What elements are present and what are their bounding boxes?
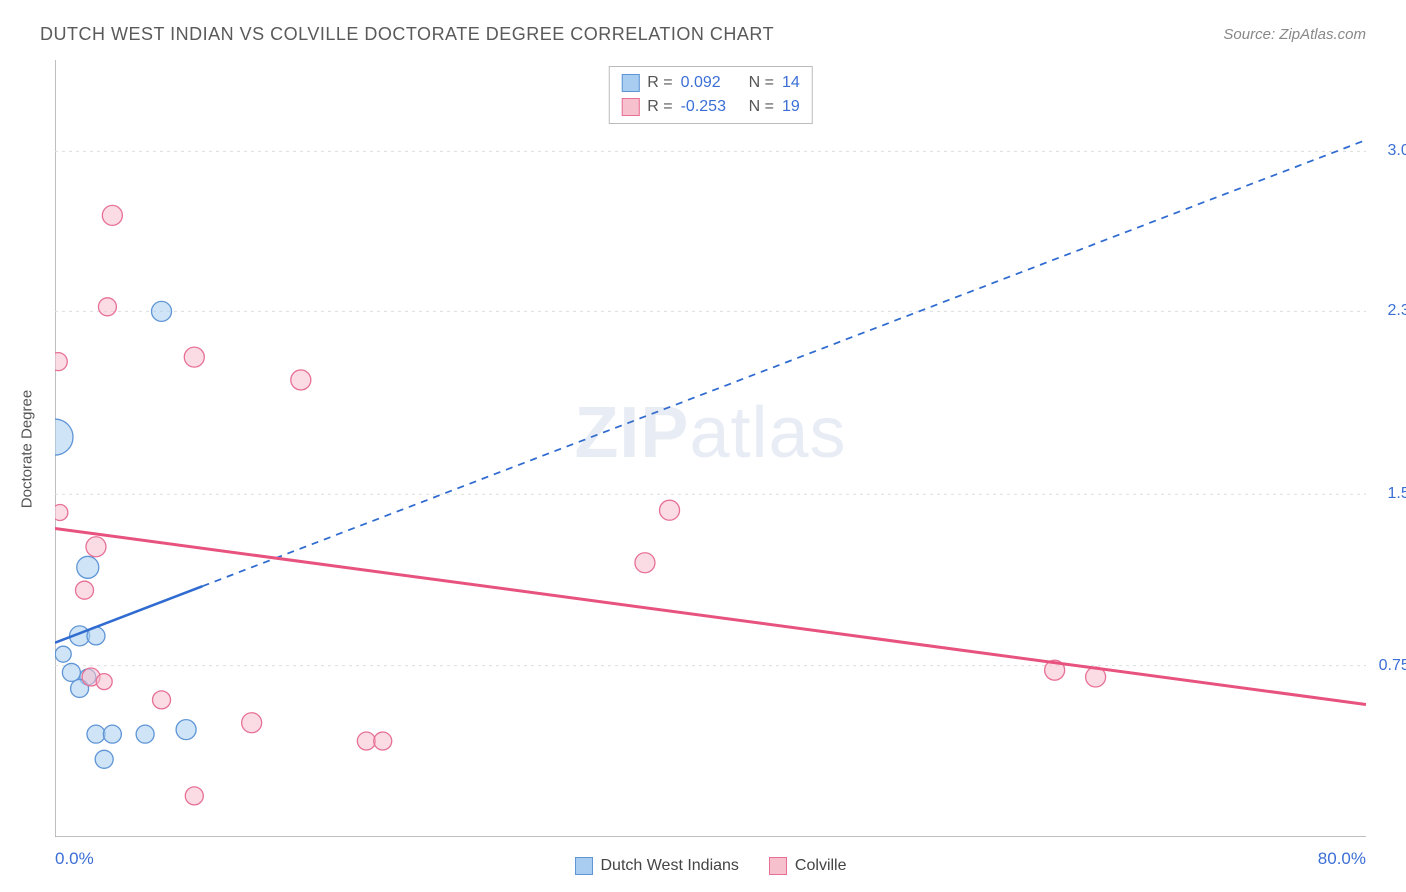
- legend-r-label: R =: [647, 95, 672, 119]
- data-point: [357, 732, 375, 750]
- regression-line: [55, 528, 1366, 704]
- data-point: [176, 720, 196, 740]
- chart-title: DUTCH WEST INDIAN VS COLVILLE DOCTORATE …: [40, 24, 774, 45]
- data-point: [55, 353, 67, 371]
- data-point: [77, 556, 99, 578]
- legend-r-value: -0.253: [681, 95, 741, 119]
- legend-series-item: Dutch West Indians: [574, 857, 738, 875]
- data-point: [152, 301, 172, 321]
- data-point: [98, 298, 116, 316]
- data-point: [242, 713, 262, 733]
- x-axis-min: 0.0%: [55, 849, 94, 869]
- data-point: [136, 725, 154, 743]
- data-point: [103, 725, 121, 743]
- data-point: [184, 347, 204, 367]
- data-point: [95, 750, 113, 768]
- data-point: [86, 537, 106, 557]
- chart-area: Doctorate Degree ZIPatlas R =0.092N =14R…: [55, 60, 1366, 837]
- data-point: [55, 419, 73, 455]
- legend-n-value: 14: [782, 71, 800, 95]
- data-point: [62, 663, 80, 681]
- legend-series-label: Colville: [795, 857, 847, 875]
- legend-correlation-box: R = 0.092 N = 14 R = -0.253 N = 19: [608, 66, 812, 124]
- data-point: [635, 553, 655, 573]
- legend-series: Dutch West Indians Colville: [574, 857, 846, 875]
- legend-n-label: N =: [749, 95, 774, 119]
- data-point: [87, 725, 105, 743]
- y-axis-label: Doctorate Degree: [19, 389, 36, 507]
- data-point: [75, 581, 93, 599]
- legend-n-value: 19: [782, 95, 800, 119]
- legend-r-value: 0.092: [681, 71, 741, 95]
- y-axis-tick: 0.75%: [1374, 657, 1406, 675]
- legend-swatch: [621, 98, 639, 116]
- legend-series-label: Dutch West Indians: [600, 857, 738, 875]
- source-link[interactable]: ZipAtlas.com: [1279, 26, 1366, 43]
- chart-header: DUTCH WEST INDIAN VS COLVILLE DOCTORATE …: [0, 0, 1406, 55]
- data-point: [55, 504, 68, 520]
- y-axis-tick: 3.0%: [1374, 142, 1406, 160]
- data-point: [660, 500, 680, 520]
- y-axis-tick: 2.3%: [1374, 302, 1406, 320]
- data-point: [185, 787, 203, 805]
- data-point: [374, 732, 392, 750]
- y-axis-tick: 1.5%: [1374, 485, 1406, 503]
- chart-svg: [55, 60, 1366, 837]
- legend-correlation-row: R = 0.092 N = 14: [621, 71, 799, 95]
- source-label: Source:: [1223, 26, 1275, 43]
- legend-swatch: [621, 74, 639, 92]
- x-axis-max: 80.0%: [1318, 849, 1366, 869]
- legend-series-item: Colville: [769, 857, 847, 875]
- legend-swatch: [769, 857, 787, 875]
- legend-r-label: R =: [647, 71, 672, 95]
- data-point: [153, 691, 171, 709]
- data-point: [102, 205, 122, 225]
- data-point: [96, 674, 112, 690]
- legend-n-label: N =: [749, 71, 774, 95]
- data-point: [55, 646, 71, 662]
- source-attribution: Source: ZipAtlas.com: [1223, 26, 1366, 43]
- legend-swatch: [574, 857, 592, 875]
- legend-correlation-row: R = -0.253 N = 19: [621, 95, 799, 119]
- regression-line-extrapolated: [202, 140, 1366, 586]
- data-point: [291, 370, 311, 390]
